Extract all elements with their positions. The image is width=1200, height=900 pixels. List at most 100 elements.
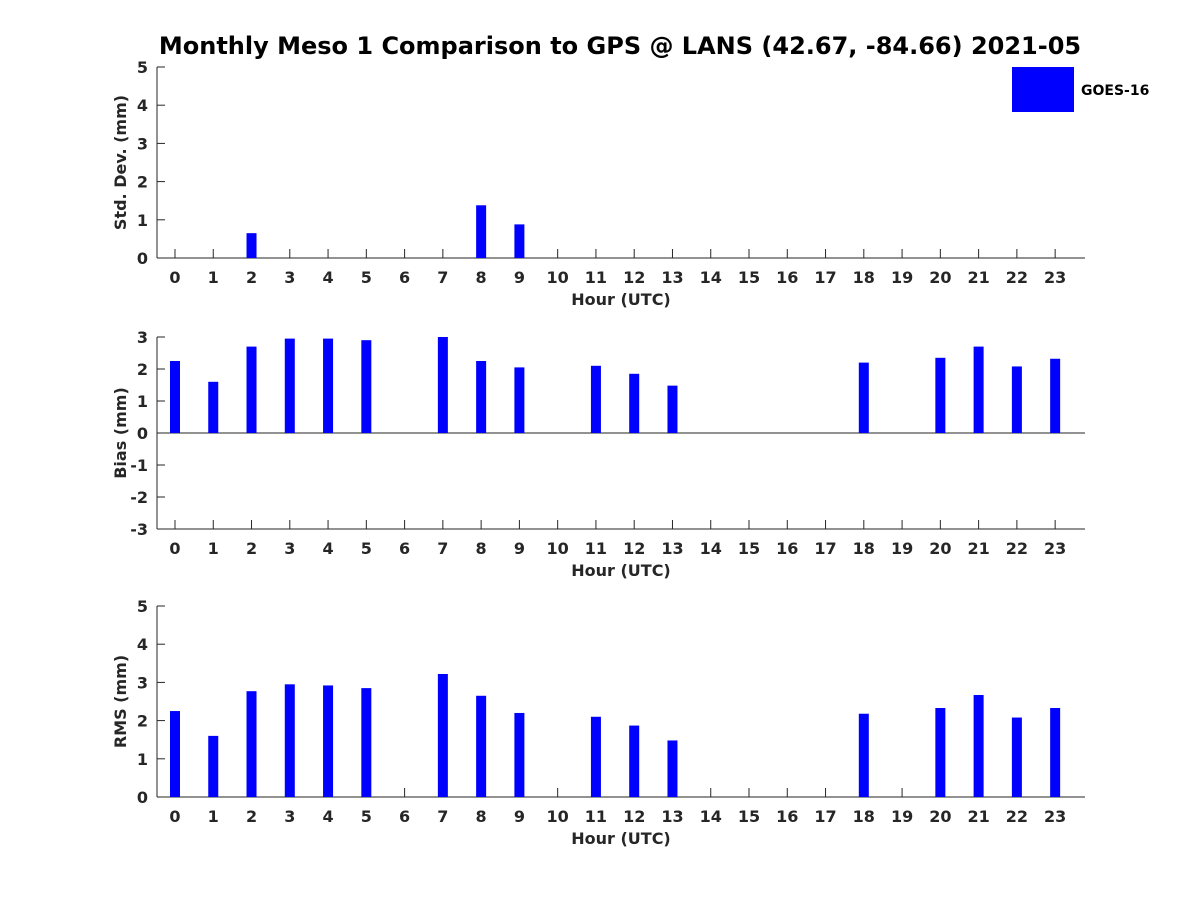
- bias-bar-20: [935, 357, 946, 433]
- std-dev-ytick-label: 4: [137, 96, 148, 115]
- rms-xtick-label: 8: [476, 807, 487, 826]
- bias-xtick-label: 12: [623, 539, 645, 558]
- rms-xtick-label: 2: [246, 807, 257, 826]
- rms-ytick-label: 4: [137, 635, 148, 654]
- rms-xtick-label: 4: [322, 807, 333, 826]
- std-dev-xtick-label: 14: [700, 268, 722, 287]
- rms-bar-2: [246, 691, 257, 797]
- std-dev-ytick-label: 2: [137, 173, 148, 192]
- rms-xtick-label: 19: [891, 807, 913, 826]
- rms-xtick-label: 22: [1006, 807, 1028, 826]
- bias-xtick-label: 7: [437, 539, 448, 558]
- rms-ytick-label: 3: [137, 673, 148, 692]
- bias-ytick-label: 1: [137, 392, 148, 411]
- bias-bar-9: [514, 367, 525, 433]
- rms-xtick-label: 20: [929, 807, 951, 826]
- std-dev-ylabel: Std. Dev. (mm): [111, 95, 130, 230]
- rms-xtick-label: 3: [284, 807, 295, 826]
- bias-bar-4: [323, 338, 334, 433]
- rms-bar-12: [629, 725, 640, 797]
- std-dev-xtick-label: 20: [929, 268, 951, 287]
- bias-xtick-label: 19: [891, 539, 913, 558]
- std-dev-xtick-label: 3: [284, 268, 295, 287]
- rms-bar-20: [935, 707, 946, 797]
- std-dev-xtick-label: 22: [1006, 268, 1028, 287]
- rms-xlabel: Hour (UTC): [571, 829, 671, 848]
- bias-bar-1: [208, 381, 219, 433]
- bias-ytick-label: -2: [130, 488, 148, 507]
- bias-bar-5: [361, 340, 372, 433]
- bias-ytick-label: -1: [130, 456, 148, 475]
- std-dev-xtick-label: 1: [208, 268, 219, 287]
- bias-xtick-label: 1: [208, 539, 219, 558]
- rms-ytick-label: 5: [137, 597, 148, 616]
- rms-bar-22: [1011, 717, 1022, 797]
- rms-ytick-label: 1: [137, 750, 148, 769]
- bias-xtick-label: 0: [169, 539, 180, 558]
- bias-xtick-label: 23: [1044, 539, 1066, 558]
- std-dev-xtick-label: 11: [585, 268, 607, 287]
- rms-bar-5: [361, 688, 372, 797]
- rms-xtick-label: 7: [437, 807, 448, 826]
- rms-xtick-label: 16: [776, 807, 798, 826]
- bias-xlabel: Hour (UTC): [571, 561, 671, 580]
- rms-xtick-label: 18: [853, 807, 875, 826]
- bias-xtick-label: 4: [322, 539, 333, 558]
- rms-xtick-label: 11: [585, 807, 607, 826]
- rms-bar-4: [323, 685, 334, 797]
- std-dev-xtick-label: 17: [814, 268, 836, 287]
- bias-xtick-label: 3: [284, 539, 295, 558]
- rms-bar-18: [858, 713, 869, 797]
- bias-bar-7: [437, 337, 448, 433]
- legend: GOES-16: [1012, 67, 1149, 112]
- rms-xtick-label: 10: [547, 807, 569, 826]
- std-dev-xtick-label: 8: [476, 268, 487, 287]
- bias-bar-2: [246, 346, 257, 433]
- rms-xtick-label: 6: [399, 807, 410, 826]
- rms-bar-11: [590, 716, 601, 797]
- bias-bar-23: [1050, 358, 1061, 433]
- rms-xtick-label: 9: [514, 807, 525, 826]
- rms-ytick-label: 2: [137, 712, 148, 731]
- rms-bar-0: [169, 711, 180, 797]
- std-dev-xtick-label: 7: [437, 268, 448, 287]
- rms-xtick-label: 13: [661, 807, 683, 826]
- bias-xtick-label: 11: [585, 539, 607, 558]
- bias-bar-8: [476, 361, 487, 433]
- bias-ytick-label: 0: [137, 424, 148, 443]
- bias-xtick-label: 2: [246, 539, 257, 558]
- std-dev-ytick-label: 3: [137, 134, 148, 153]
- bias-bar-13: [667, 385, 678, 433]
- std-dev-xtick-label: 2: [246, 268, 257, 287]
- rms-bar-3: [284, 684, 295, 797]
- rms-xtick-label: 0: [169, 807, 180, 826]
- legend-swatch: [1012, 67, 1074, 112]
- bias-bar-12: [629, 373, 640, 433]
- rms-ytick-label: 0: [137, 788, 148, 807]
- std-dev-xtick-label: 23: [1044, 268, 1066, 287]
- rms-bar-9: [514, 712, 525, 797]
- std-dev-xtick-label: 21: [967, 268, 989, 287]
- bias-xtick-label: 5: [361, 539, 372, 558]
- std-dev-bar-8: [476, 205, 487, 258]
- bias-bar-11: [590, 365, 601, 433]
- std-dev-xtick-label: 0: [169, 268, 180, 287]
- bias-xtick-label: 15: [738, 539, 760, 558]
- std-dev-ytick-label: 1: [137, 211, 148, 230]
- bias-bar-3: [284, 338, 295, 433]
- std-dev-xtick-label: 5: [361, 268, 372, 287]
- bias-xtick-label: 17: [814, 539, 836, 558]
- rms-bar-23: [1050, 707, 1061, 797]
- bias-xtick-label: 6: [399, 539, 410, 558]
- bias-xtick-label: 22: [1006, 539, 1028, 558]
- bias-xtick-label: 8: [476, 539, 487, 558]
- std-dev-ytick-label: 0: [137, 249, 148, 268]
- rms-xtick-label: 15: [738, 807, 760, 826]
- std-dev-xtick-label: 15: [738, 268, 760, 287]
- rms-xtick-label: 14: [700, 807, 722, 826]
- rms-xtick-label: 21: [967, 807, 989, 826]
- bias-bar-21: [973, 346, 984, 433]
